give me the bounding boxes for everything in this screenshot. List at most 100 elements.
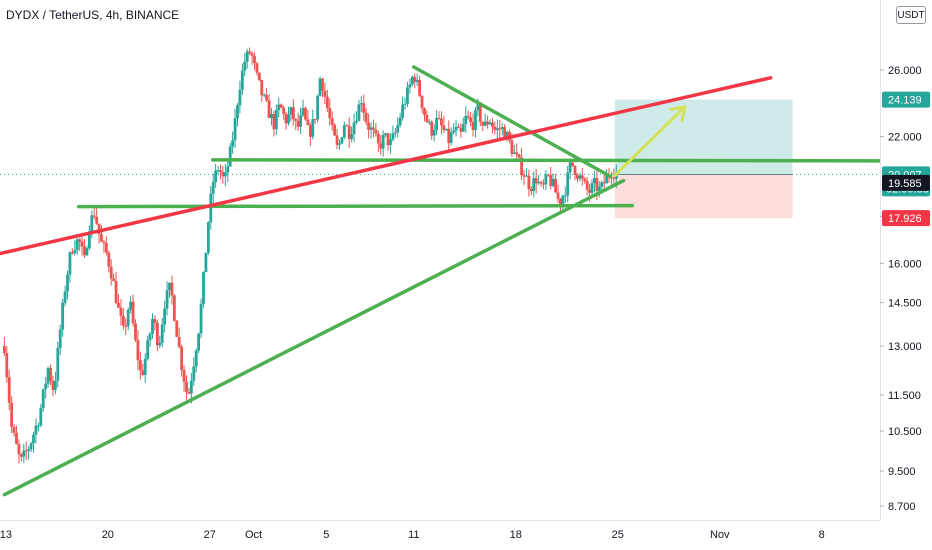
candle-body bbox=[194, 350, 198, 367]
candle-body bbox=[325, 96, 329, 109]
candle-body bbox=[340, 137, 344, 144]
candle-body bbox=[393, 132, 397, 134]
candle-body bbox=[461, 124, 465, 132]
candle-body bbox=[107, 252, 111, 267]
candle-body bbox=[175, 320, 179, 337]
candle-body bbox=[559, 198, 562, 206]
candle-body bbox=[270, 114, 273, 118]
projection-arrow-head bbox=[669, 105, 687, 111]
x-tick-label: 8 bbox=[819, 529, 825, 541]
candle-body bbox=[376, 133, 380, 144]
candle-body bbox=[469, 117, 472, 122]
candle-body bbox=[345, 125, 349, 127]
x-tick-label: 18 bbox=[510, 529, 522, 541]
candle-body bbox=[369, 127, 373, 130]
candle-body bbox=[452, 130, 455, 133]
candle-body bbox=[34, 425, 38, 435]
candle-body bbox=[202, 272, 205, 304]
candle-body bbox=[134, 323, 137, 340]
price-tag-label: 24.139 bbox=[888, 95, 922, 107]
candle-body bbox=[454, 126, 458, 131]
candle-body bbox=[406, 87, 409, 104]
candle-body bbox=[12, 426, 16, 433]
descending-trend-line bbox=[412, 65, 613, 179]
candle-body bbox=[311, 119, 315, 137]
candle-body bbox=[330, 118, 334, 125]
candle-body bbox=[27, 449, 31, 451]
candle-body bbox=[423, 108, 426, 115]
candles bbox=[2, 47, 618, 464]
candle-body bbox=[262, 94, 266, 96]
candle-body bbox=[476, 104, 480, 111]
candle-body bbox=[576, 175, 579, 179]
candle-body bbox=[257, 72, 261, 80]
candle-body bbox=[216, 170, 220, 172]
candle-body bbox=[481, 121, 485, 126]
candle-body bbox=[148, 333, 152, 341]
candle-body bbox=[323, 90, 327, 97]
candle-body bbox=[80, 241, 84, 247]
candle-body bbox=[151, 318, 154, 334]
candle-body bbox=[352, 122, 356, 135]
candle-body bbox=[153, 318, 157, 323]
y-tick-label: 14.500 bbox=[888, 298, 922, 310]
candle-body bbox=[41, 389, 45, 409]
candle-body bbox=[418, 79, 422, 96]
candle-body bbox=[425, 114, 429, 122]
candle-body bbox=[333, 124, 337, 136]
candle-body bbox=[146, 340, 150, 359]
candle-body bbox=[277, 104, 281, 110]
candle-body bbox=[211, 182, 215, 194]
candle-body bbox=[527, 175, 531, 190]
candle-body bbox=[245, 51, 249, 62]
y-tick-label: 8.700 bbox=[888, 501, 916, 513]
candle-body bbox=[185, 381, 188, 392]
candle-body bbox=[362, 103, 366, 113]
candle-body bbox=[2, 346, 6, 354]
candle-body bbox=[491, 122, 494, 127]
candle-body bbox=[403, 103, 407, 105]
candle-body bbox=[238, 89, 242, 106]
candle-body bbox=[537, 181, 540, 184]
candle-body bbox=[255, 63, 259, 73]
x-tick-label: 27 bbox=[204, 529, 216, 541]
candle-body bbox=[381, 134, 385, 149]
symbol-title: DYDX / TetherUS, 4h, BINANCE bbox=[6, 8, 179, 22]
candle-body bbox=[350, 134, 354, 140]
candle-body bbox=[192, 366, 196, 381]
candle-body bbox=[17, 444, 21, 455]
candle-body bbox=[442, 125, 446, 131]
y-tick-label: 22.000 bbox=[888, 132, 922, 144]
candle-body bbox=[66, 274, 69, 292]
candle-body bbox=[306, 119, 310, 126]
candle-body bbox=[308, 125, 312, 137]
candle-body bbox=[129, 301, 133, 310]
candle-body bbox=[544, 174, 548, 185]
candle-body bbox=[206, 222, 210, 253]
y-tick-label: 11.500 bbox=[888, 390, 921, 402]
candle-body bbox=[568, 162, 572, 173]
candle-body bbox=[29, 443, 33, 450]
candle-body bbox=[549, 175, 553, 187]
candle-body bbox=[180, 346, 184, 370]
candle-body bbox=[233, 118, 237, 141]
candle-body bbox=[5, 353, 9, 378]
candle-body bbox=[595, 178, 599, 191]
currency-button[interactable]: USDT bbox=[896, 6, 926, 24]
candle-body bbox=[236, 105, 239, 119]
candle-body bbox=[410, 76, 414, 85]
candle-body bbox=[46, 367, 50, 384]
candle-body bbox=[539, 181, 543, 184]
candle-body bbox=[53, 380, 57, 390]
candle-body bbox=[459, 127, 463, 132]
candle-body bbox=[63, 291, 67, 303]
price-tag-bg bbox=[882, 210, 930, 227]
candle-body bbox=[187, 391, 191, 394]
candle-body bbox=[189, 380, 193, 394]
candle-body bbox=[379, 143, 383, 149]
candle-body bbox=[78, 239, 82, 242]
candle-body bbox=[486, 121, 489, 125]
candle-body bbox=[503, 127, 506, 140]
